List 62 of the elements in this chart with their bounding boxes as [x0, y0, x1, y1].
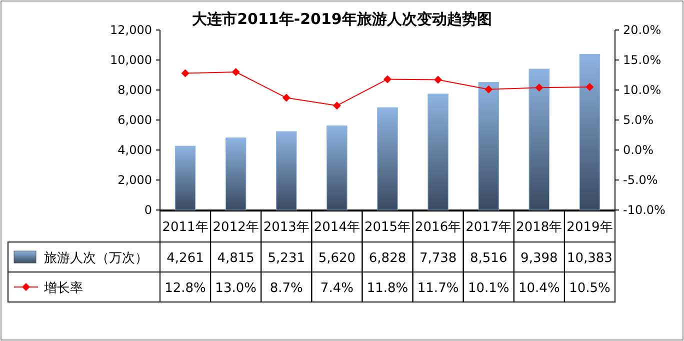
data-label: 7.4% [320, 281, 354, 296]
y2-tick-label: 0.0% [623, 143, 654, 157]
y-tick-label: 10,000 [110, 53, 152, 67]
x-tick-label: 2013年 [263, 220, 310, 235]
data-label: 12.8% [164, 281, 206, 296]
data-label: 8.7% [270, 281, 303, 296]
y2-tick-label: 10.0% [623, 83, 662, 97]
data-label: 8,516 [470, 251, 508, 266]
y-tick-label: 6,000 [118, 113, 152, 127]
bar [276, 131, 297, 210]
point [332, 102, 341, 110]
data-label: 11.8% [366, 281, 408, 296]
legend-label: 增长率 [43, 280, 83, 296]
bar [225, 138, 246, 210]
bar [579, 54, 600, 210]
chart-title: 大连市2011年-2019年旅游人次变动趋势图 [192, 10, 492, 28]
x-tick-label: 2014年 [314, 220, 360, 235]
bar [478, 82, 499, 210]
point [535, 84, 544, 92]
x-tick-label: 2015年 [364, 220, 411, 235]
data-label: 11.7% [417, 281, 459, 296]
x-tick-label: 2019年 [566, 220, 613, 235]
x-tick-label: 2018年 [516, 220, 562, 235]
y2-tick-label: -10.0% [623, 203, 666, 217]
x-tick-label: 2016年 [415, 220, 462, 235]
x-tick-label: 2012年 [212, 220, 259, 235]
data-label: 9,398 [520, 251, 558, 266]
point [282, 94, 290, 102]
point [586, 83, 594, 91]
bar [428, 94, 448, 210]
y-tick-label: 0 [144, 203, 152, 217]
data-label: 4,261 [166, 251, 204, 266]
y2-tick-label: -5.0% [623, 173, 658, 187]
data-label: 10,383 [566, 251, 612, 266]
data-label: 5,620 [318, 251, 356, 266]
data-label: 5,231 [268, 251, 305, 266]
y-tick-label: 8,000 [118, 83, 152, 97]
legend-label: 旅游人次（万次） [44, 251, 148, 266]
bar [528, 68, 550, 210]
y2-tick-label: 5.0% [623, 113, 654, 127]
data-label: 13.0% [215, 281, 256, 296]
data-label: 4,815 [217, 251, 254, 266]
data-label: 10.4% [518, 281, 560, 296]
point [434, 76, 442, 84]
point [181, 69, 190, 78]
x-tick-label: 2017年 [466, 220, 512, 235]
bar [174, 146, 196, 210]
bar [326, 125, 348, 210]
point [232, 68, 240, 76]
y-tick-label: 12,000 [110, 23, 152, 37]
y2-tick-label: 20.0% [623, 23, 662, 37]
point [484, 85, 493, 94]
bar [377, 107, 398, 210]
y2-tick-label: 15.0% [623, 53, 662, 67]
y-tick-label: 4,000 [118, 143, 152, 157]
point [384, 75, 392, 84]
data-label: 10.5% [569, 281, 610, 296]
data-label: 6,828 [368, 251, 406, 266]
data-label: 10.1% [468, 281, 510, 296]
y-tick-label: 2,000 [118, 173, 152, 187]
data-label: 7,738 [419, 251, 457, 266]
x-tick-label: 2011年 [162, 220, 208, 235]
